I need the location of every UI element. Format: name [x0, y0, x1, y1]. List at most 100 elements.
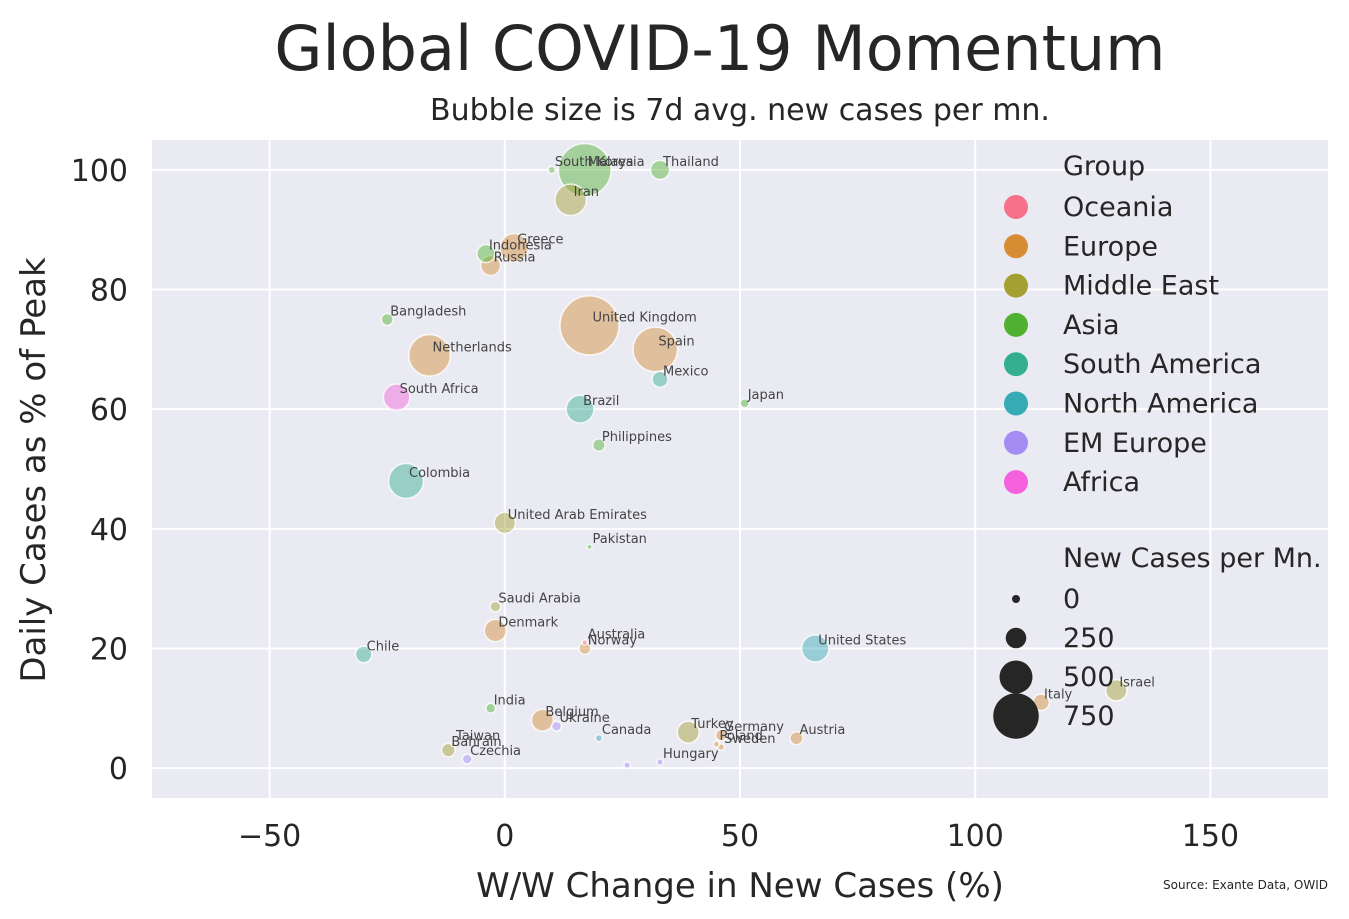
legend-size-label: 250 [1063, 623, 1115, 654]
bubble [450, 741, 456, 747]
bubble [565, 394, 595, 424]
bubble [578, 641, 592, 656]
bubble [591, 438, 606, 453]
x-axis-ticks: −50 0 50 100 150 [238, 819, 1239, 854]
y-tick-label: 80 [90, 274, 128, 309]
bubble [586, 543, 593, 551]
legend-group-label: North America [1063, 389, 1258, 420]
bubble [407, 333, 452, 377]
bubble-label: South Africa [400, 382, 479, 397]
bubble [800, 634, 830, 663]
x-tick-label: 50 [721, 819, 759, 854]
y-axis-label: Daily Cases as % of Peak [14, 257, 54, 683]
bubble [632, 326, 679, 373]
bubble-label: Greece [517, 233, 563, 248]
legend-group-label: South America [1063, 349, 1261, 380]
y-tick-label: 40 [90, 513, 128, 548]
bubble-label: Taiwan [455, 729, 500, 744]
bubble [554, 183, 588, 217]
legend-swatch [1004, 470, 1028, 495]
bubble-label: Belgium [545, 705, 598, 720]
legend-swatch [1004, 352, 1028, 377]
legend-swatch [1004, 391, 1028, 416]
bubble [485, 702, 497, 714]
bubble-label: Australia [588, 627, 646, 642]
bubble-label: Czechia [470, 744, 521, 759]
bubble [547, 165, 557, 175]
legend: Group Oceania Europe Middle East Asia South … [993, 151, 1322, 739]
bubble [676, 720, 700, 744]
bubble [493, 511, 517, 535]
legend-size-marker [1005, 627, 1027, 649]
bubble [387, 462, 425, 500]
legend-size-label: 500 [1063, 662, 1115, 693]
bubble-label: Netherlands [433, 340, 512, 355]
y-tick-label: 100 [71, 154, 128, 189]
legend-group-label: Oceania [1063, 192, 1173, 223]
legend-size-marker [993, 693, 1039, 739]
legend-swatch [1004, 234, 1028, 259]
bubbles [354, 142, 1128, 770]
bubble [382, 383, 411, 412]
chart-title: Global COVID-19 Momentum [274, 12, 1165, 85]
bubble [623, 761, 632, 770]
bubble-label: India [494, 693, 526, 708]
legend-groups: Oceania Europe Middle East Asia South Americ… [1004, 192, 1261, 498]
legend-size-label: 0 [1063, 584, 1080, 615]
bubble [489, 600, 502, 613]
legend-group-label: Middle East [1063, 271, 1219, 302]
bubble-label: Malaysia [588, 155, 645, 170]
bubble [656, 758, 665, 767]
bubble-label: Bahrain [451, 735, 501, 750]
bubble-label: United Arab Emirates [508, 508, 647, 523]
bubble-label: Philippines [602, 430, 672, 445]
bubble-label: South Korea [555, 155, 634, 170]
legend-group-label: Asia [1063, 310, 1120, 341]
bubble [712, 740, 721, 748]
bubble [651, 370, 669, 388]
bubble-label: Germany [724, 720, 784, 735]
source-note: Source: Exante Data, OWID [1163, 878, 1328, 892]
bubble-label: Brazil [583, 394, 619, 409]
bubble [739, 397, 750, 409]
chart-subtitle: Bubble size is 7d avg. new cases per mn. [430, 93, 1050, 128]
bubble [483, 618, 508, 643]
bubble-label: Canada [602, 723, 651, 738]
bubble [476, 243, 496, 264]
legend-group-label: EM Europe [1063, 428, 1207, 459]
legend-group-label: Africa [1063, 467, 1140, 498]
legend-group-title: Group [1063, 151, 1145, 182]
bubble-label: Mexico [663, 364, 708, 379]
y-tick-label: 20 [90, 632, 128, 667]
x-tick-label: 150 [1182, 819, 1239, 854]
bubble [594, 733, 604, 743]
bubble [714, 728, 728, 742]
bubble-label: Colombia [409, 466, 470, 481]
bubble-label: Chile [367, 639, 400, 654]
legend-swatch [1004, 195, 1028, 219]
bubble-label: United States [818, 633, 906, 648]
bubble [581, 639, 589, 646]
bubble-label: Spain [658, 334, 694, 349]
bubble [550, 720, 563, 732]
bubble [649, 159, 671, 181]
bubble [380, 312, 394, 327]
x-tick-label: −50 [238, 819, 301, 854]
bubble-label: Russia [494, 251, 536, 266]
y-tick-label: 0 [109, 752, 128, 787]
legend-size-marker [999, 660, 1033, 694]
y-axis-ticks: 0 20 40 60 80 100 [71, 154, 128, 787]
bubble [461, 753, 473, 765]
bubble [789, 730, 804, 746]
bubble [559, 295, 620, 356]
bubble-label: Pakistan [592, 532, 646, 547]
bubble [480, 254, 502, 277]
bubble [440, 742, 456, 758]
bubble-label: Austria [799, 723, 845, 738]
bubble [1104, 678, 1128, 702]
legend-size-title: New Cases per Mn. [1063, 543, 1322, 574]
bubble [530, 708, 555, 732]
